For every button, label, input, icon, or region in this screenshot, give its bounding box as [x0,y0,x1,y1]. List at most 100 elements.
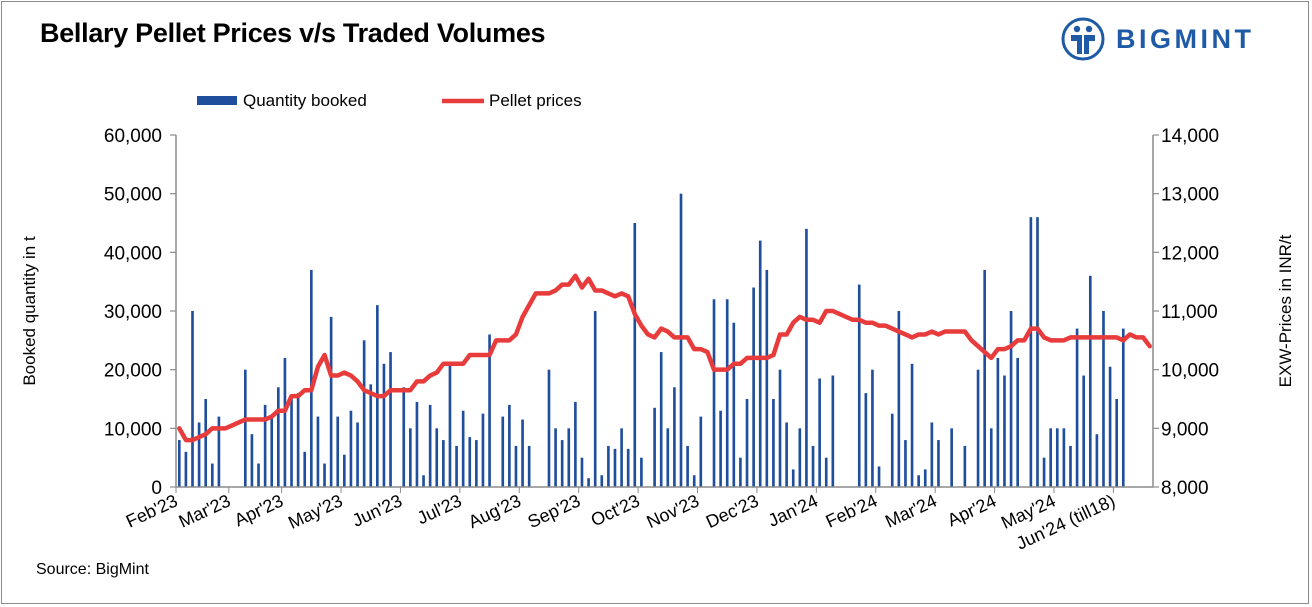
left-tick-label: 0 [151,478,162,499]
x-tick-label: May'23 [285,490,346,532]
bar [910,363,914,487]
bar [356,422,359,487]
bar [257,463,260,487]
bar [1115,399,1119,487]
bar [316,416,320,487]
bar [1069,445,1072,487]
bar [640,457,643,487]
logo-mark-icon [1061,17,1105,61]
bar [1055,428,1059,487]
bar [778,369,782,487]
bar [362,340,366,487]
bar [574,401,577,487]
bar [1108,366,1112,487]
bar [296,393,300,487]
bar [547,369,551,487]
x-tick-label: Sep'23 [525,490,584,532]
bar [197,422,201,487]
right-tick-label: 10,000 [1161,361,1219,382]
bar [890,413,894,487]
bar [243,369,247,487]
bar [508,404,511,487]
right-tick-label: 11,000 [1161,302,1218,323]
bar [422,475,425,487]
bar [554,428,557,487]
bar [963,445,967,487]
bar [263,404,267,487]
legend-label-quantity: Quantity booked [243,91,367,110]
bar [917,475,920,487]
bar [791,469,795,487]
bar [210,463,214,487]
right-axis: 8,000 9,000 10,000 11,000 12,000 13,000 14,000… [1152,126,1295,499]
bar [310,269,313,487]
line-series-prices [177,273,1152,443]
bar [613,448,617,487]
left-tick-label: 10,000 [104,419,162,440]
bar [1075,328,1079,487]
bar [336,416,340,487]
bar [897,311,901,487]
bar [402,387,406,487]
bar [699,416,703,487]
bar [1082,375,1086,487]
bar [752,287,755,487]
bar [732,322,736,487]
bar [1049,428,1052,487]
bar [514,445,518,487]
bar [442,440,445,487]
x-tick-label: Nov'23 [643,490,702,532]
bar [283,357,287,487]
bar [1029,217,1033,487]
bar [758,240,762,487]
legend-label-prices: Pellet prices [489,91,582,110]
bar [1009,311,1013,487]
left-tick-label: 20,000 [104,361,162,382]
bar [389,352,392,487]
bar [745,399,749,487]
bar [1121,328,1125,487]
left-axis-title: Booked quantity in t [20,236,39,386]
bar [765,269,769,487]
bar [805,228,808,487]
left-tick-label: 40,000 [104,243,162,264]
bar [930,422,934,487]
x-tick-label: Feb'24 [823,490,881,531]
bar [626,448,630,487]
bar [824,457,828,487]
bar [475,440,478,487]
bar [976,369,980,487]
bar [904,440,907,487]
legend: Quantity booked Pellet prices [197,91,582,110]
bar [857,284,861,487]
price-line [177,273,1152,443]
bar-series-quantity [177,193,1125,488]
bar [580,457,584,487]
bar [382,363,386,487]
bar [277,387,280,487]
bar [455,445,458,487]
bar [712,299,716,487]
bar [191,311,194,487]
bar [349,410,353,487]
bar [184,451,188,487]
bar [468,437,472,487]
bar [270,416,274,487]
bar [983,269,986,487]
bar [785,422,788,487]
right-tick-label: 12,000 [1161,243,1219,264]
bar [659,352,663,487]
left-tick-label: 30,000 [104,302,162,323]
bar [811,445,815,487]
bar [481,413,485,487]
bar [607,445,610,487]
chart-title: Bellary Pellet Prices v/s Traded Volumes [40,18,546,48]
right-tick-label: 8,000 [1161,478,1209,499]
bar [1095,434,1099,487]
bar [303,451,307,487]
bar [567,428,571,487]
bar [1042,457,1046,487]
x-tick-label: Jul'23 [414,490,465,528]
